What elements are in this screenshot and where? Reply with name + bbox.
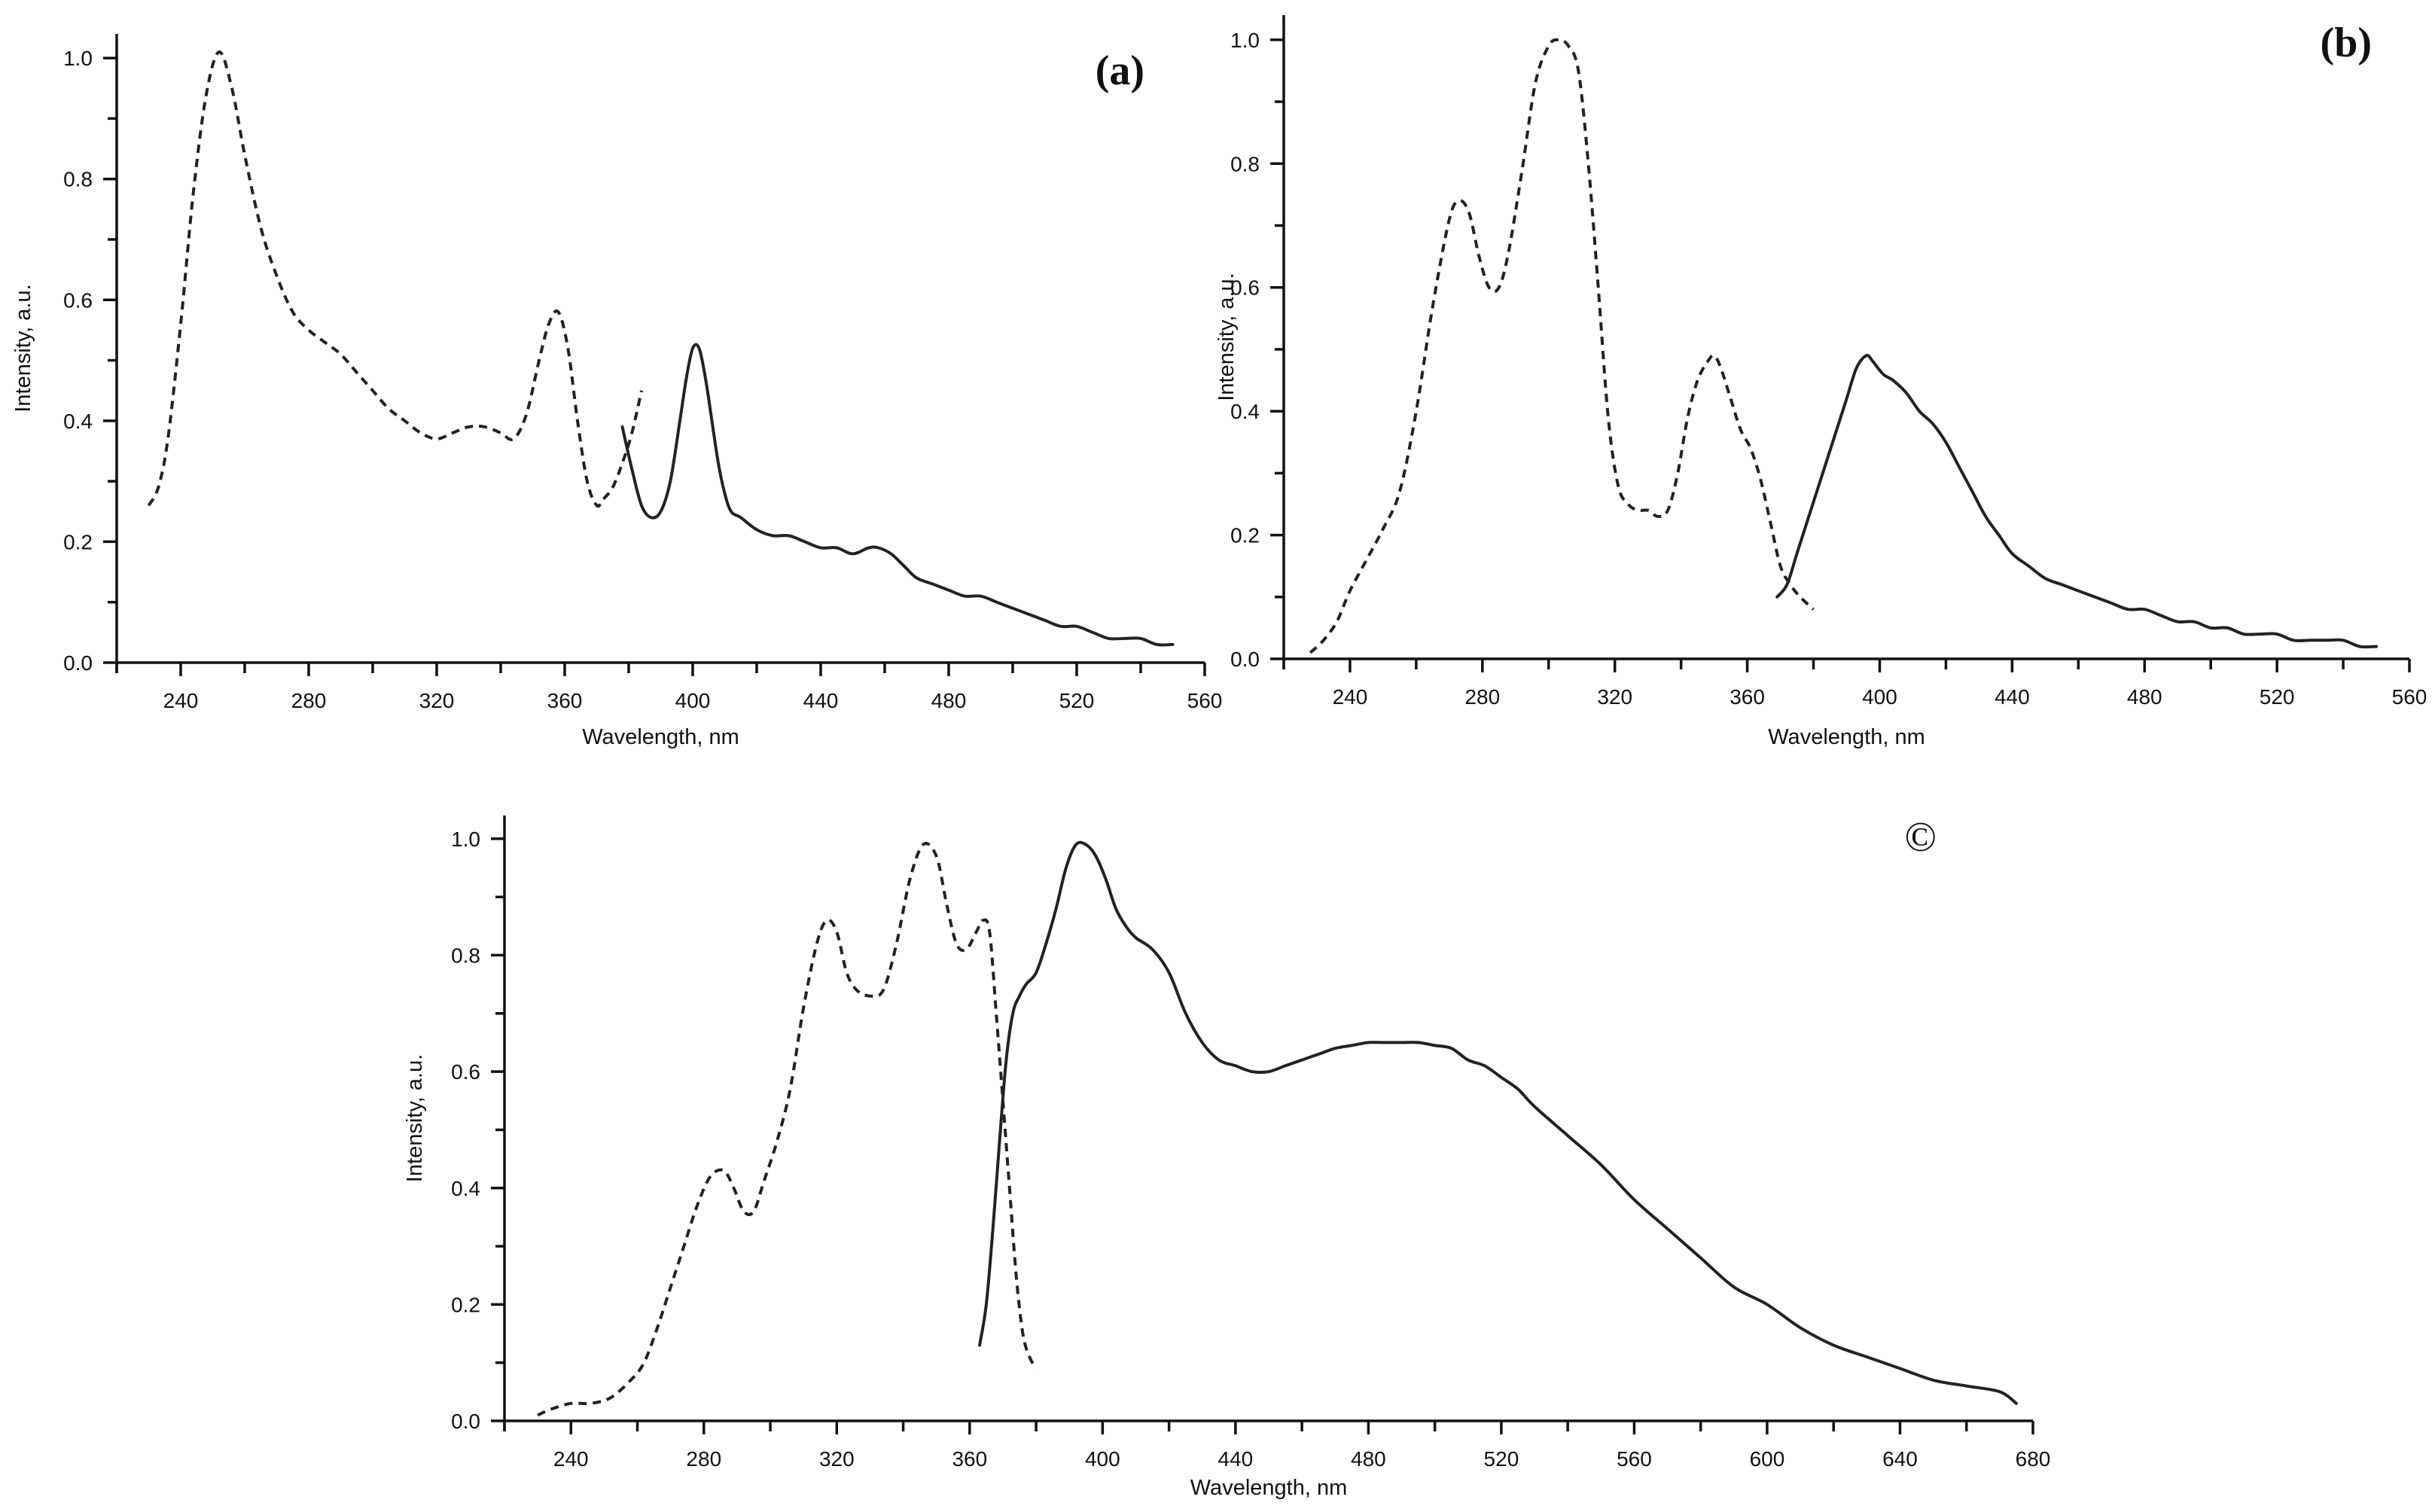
x-tick-label: 280: [686, 1447, 721, 1471]
y-tick-label: 0.6: [1230, 276, 1260, 300]
series-line-emission: [978, 840, 2018, 1405]
x-tick-label: 360: [547, 689, 583, 712]
x-tick-label: 400: [675, 689, 711, 712]
x-tick-label: 560: [1187, 689, 1223, 712]
x-tick-label: 680: [2016, 1447, 2051, 1471]
chart-panel-b: 240 280 320 360 400 440 480 520 560 0.0 0.2 0.4 0.6 0…: [1214, 15, 2427, 749]
x-tick-label: 240: [553, 1447, 589, 1471]
panel-label: (b): [2321, 20, 2372, 66]
x-axis-label: Wavelength, nm: [1190, 1476, 1347, 1500]
y-tick-label: 0.6: [63, 288, 93, 312]
x-tick-label: 280: [291, 689, 327, 712]
x-tick-label: 400: [1085, 1447, 1120, 1471]
x-tick-label: 440: [1218, 1447, 1254, 1471]
x-tick-label: 520: [2260, 685, 2295, 709]
x-axis-label: Wavelength, nm: [1768, 725, 1925, 749]
y-tick-label: 1.0: [63, 47, 93, 70]
y-tick-label: 0.8: [63, 168, 93, 191]
x-tick-label: 280: [1464, 685, 1500, 709]
series-line-excitation: [147, 50, 643, 508]
panel-label: (a): [1096, 47, 1144, 94]
y-tick-label: 0.0: [63, 651, 93, 675]
x-tick-label: 320: [819, 1447, 855, 1471]
x-tick-label: 600: [1750, 1447, 1785, 1471]
panel-label: ©: [1904, 814, 1937, 861]
x-tick-label: 520: [1484, 1447, 1519, 1471]
y-axis-label: Intensity, a.u.: [1214, 273, 1239, 401]
y-tick-label: 0.0: [1230, 648, 1260, 671]
y-tick-label: 1.0: [1230, 29, 1260, 52]
x-tick-label: 480: [931, 689, 967, 712]
x-tick-label: 320: [419, 689, 455, 712]
x-tick-label: 560: [2392, 685, 2427, 709]
y-tick-label: 1.0: [451, 828, 480, 851]
y-tick-label: 0.4: [1230, 400, 1260, 423]
chart-panel-c: 240 280 320 360 400 440 480 520 560 600 640 680 0.0 0…: [403, 814, 2050, 1500]
x-tick-label: 360: [1730, 685, 1765, 709]
x-tick-label: 440: [1995, 685, 2030, 709]
x-tick-label: 520: [1059, 689, 1095, 712]
y-tick-label: 0.8: [1230, 152, 1260, 175]
x-tick-label: 240: [1333, 685, 1368, 709]
series-line-emission: [620, 343, 1175, 647]
chart-panel-a: 240 280 320 360 400 440 480 520 560 0.0 0.2 0.4 0.6 0…: [11, 34, 1222, 749]
x-tick-label: 360: [952, 1447, 987, 1471]
series-line-emission: [1775, 354, 2378, 649]
y-tick-label: 0.8: [451, 944, 480, 968]
y-tick-label: 0.4: [451, 1177, 480, 1200]
y-axis-label: Intensity, a.u.: [11, 284, 35, 412]
x-tick-label: 480: [2127, 685, 2162, 709]
series-line-excitation: [537, 842, 1038, 1417]
y-tick-label: 0.4: [63, 410, 93, 433]
x-tick-label: 320: [1597, 685, 1632, 709]
y-axis-label: Intensity, a.u.: [403, 1054, 427, 1182]
y-tick-label: 0.0: [451, 1410, 480, 1433]
series-line-excitation: [1309, 38, 1815, 654]
x-tick-label: 480: [1351, 1447, 1386, 1471]
y-tick-label: 0.2: [1230, 524, 1260, 547]
x-tick-label: 640: [1882, 1447, 1918, 1471]
y-tick-label: 0.2: [63, 530, 93, 553]
x-tick-label: 440: [803, 689, 839, 712]
x-tick-label: 560: [1617, 1447, 1652, 1471]
x-tick-label: 240: [163, 689, 199, 712]
x-tick-label: 400: [1862, 685, 1897, 709]
y-tick-label: 0.6: [451, 1060, 480, 1084]
y-tick-label: 0.2: [451, 1293, 480, 1316]
x-axis-label: Wavelength, nm: [582, 725, 739, 749]
